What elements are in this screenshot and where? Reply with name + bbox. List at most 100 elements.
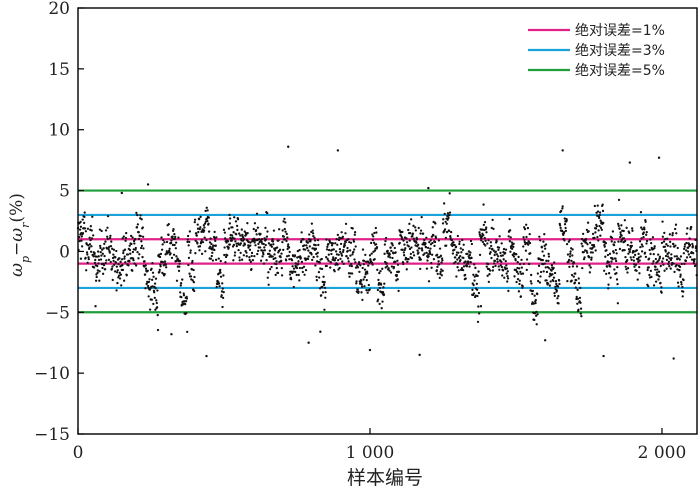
scatter-point [438,276,441,279]
scatter-point [497,265,500,268]
scatter-point [332,248,335,251]
scatter-point [538,235,541,238]
scatter-point [359,264,362,267]
scatter-point [388,253,391,256]
scatter-point [545,270,549,274]
scatter-point [496,257,499,261]
scatter-point [324,296,327,299]
scatter-point [626,258,629,262]
scatter-point [175,279,179,282]
scatter-point [254,228,258,232]
scatter-point [553,294,556,298]
scatter-point [504,248,508,251]
scatter-point [466,262,470,265]
scatter-point [602,354,605,358]
scatter-point [657,259,660,262]
scatter-point [94,305,97,308]
scatter-point [266,230,269,233]
scatter-point [676,246,679,250]
scatter-point [434,222,437,225]
scatter-point [161,261,165,264]
scatter-point [95,275,98,279]
scatter-point [494,250,497,253]
scatter-point [579,312,582,315]
scatter-point [274,273,277,277]
scatter-point [89,225,92,228]
scatter-point [303,244,306,247]
scatter-point [217,282,221,285]
scatter-point [417,247,421,250]
scatter-point [683,262,686,266]
scatter-point [521,284,524,288]
scatter-point [212,244,215,247]
scatter-point [522,262,526,266]
scatter-point [87,257,90,261]
scatter-point [92,234,95,237]
scatter-point [379,269,382,273]
scatter-point [132,259,135,262]
scatter-point [170,239,173,242]
scatter-point [172,229,175,233]
scatter-point [156,313,159,317]
scatter-point [158,270,161,274]
scatter-point [154,277,158,280]
scatter-point [211,251,214,254]
scatter-point [174,247,177,250]
scatter-point [292,285,295,289]
scatter-point [118,271,121,274]
scatter-point [390,249,393,253]
scatter-point [114,256,117,259]
scatter-point [96,264,99,268]
scatter-point [660,241,664,245]
scatter-point [111,278,114,282]
scatter-point [255,212,259,215]
scatter-point [228,243,231,246]
scatter-point [172,227,175,231]
scatter-point [325,238,328,241]
scatter-point [590,256,593,259]
scatter-point [188,272,191,275]
scatter-point [480,239,483,242]
scatter-point [304,248,307,251]
scatter-point [115,265,118,268]
scatter-point [668,240,672,244]
scatter-point [596,235,599,239]
scatter-point [430,235,434,238]
scatter-point [605,249,608,252]
scatter-point [142,247,145,250]
scatter-point [546,282,550,285]
scatter-point [288,273,292,276]
scatter-point [531,292,534,296]
scatter-point [692,261,695,265]
scatter-point [267,242,271,245]
scatter-point [417,251,420,254]
scatter-point [371,238,375,242]
scatter-point [280,266,283,270]
scatter-point [197,230,200,234]
scatter-point [144,267,148,270]
scatter-point [249,241,252,244]
scatter-point [327,253,330,256]
scatter-point [323,308,326,311]
scatter-point [372,235,375,238]
scatter-point [400,237,404,241]
scatter-point [559,226,562,229]
scatter-point [395,273,398,277]
scatter-point [561,205,564,208]
scatter-point [241,233,244,237]
scatter-point [278,228,281,231]
scatter-point [574,286,577,289]
scatter-point [554,280,558,283]
scatter-point [169,241,173,245]
scatter-point [223,231,227,234]
scatter-point [198,245,202,248]
scatter-point [435,269,438,272]
scatter-point [676,281,680,284]
scatter-point [490,226,493,230]
scatter-point [683,245,686,248]
scatter-point [539,239,542,242]
scatter-point [572,261,576,264]
scatter-point [307,249,310,252]
scatter-point [337,238,341,242]
scatter-point [426,246,430,250]
